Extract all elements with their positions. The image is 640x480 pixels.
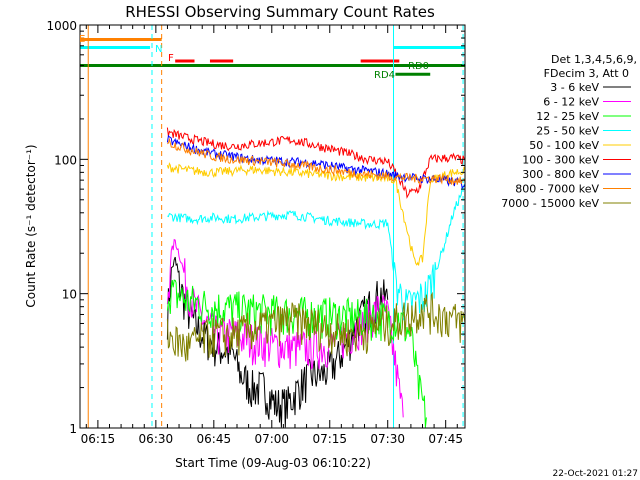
y-tick-label: 1000 — [46, 19, 77, 33]
y-tick-label: 10 — [62, 288, 77, 302]
y-tick-label: 1 — [69, 422, 77, 436]
x-tick-label: 06:45 — [197, 432, 232, 446]
legend-entry-label: 100 - 300 keV — [522, 154, 599, 167]
legend-entry-label: 7000 - 15000 keV — [501, 197, 599, 210]
chart-title: RHESSI Observing Summary Count Rates — [125, 3, 435, 21]
series-line-6 — [166, 127, 466, 199]
legend-entry-label: 300 - 800 keV — [522, 168, 599, 181]
x-tick-label: 07:00 — [254, 432, 289, 446]
legend-entry-label: 6 - 12 keV — [543, 96, 599, 109]
legend-entry-label: 50 - 100 keV — [529, 139, 599, 152]
series-lines — [166, 127, 466, 428]
x-tick-label: 06:15 — [81, 432, 116, 446]
legend: Det 1,3,4,5,6,9, FDecim 3, Att 0 3 - 6 k… — [501, 53, 637, 210]
x-tick-label: 07:45 — [428, 432, 463, 446]
legend-header-line-1: Det 1,3,4,5,6,9, — [551, 53, 637, 66]
footer-date: 22-Oct-2021 01:27 — [553, 469, 638, 479]
series-line-9 — [166, 291, 466, 362]
rd4-flag-label: RD4 — [374, 70, 395, 81]
x-axis-label: Start Time (09-Aug-03 06:10:22) — [175, 456, 371, 470]
instrument-flags — [80, 37, 465, 76]
event-markers — [87, 25, 464, 428]
series-line-8 — [167, 137, 466, 186]
x-tick-label: 07:30 — [370, 432, 405, 446]
legend-entry-label: 25 - 50 keV — [536, 125, 599, 138]
y-axis-label: Count Rate (s⁻¹ detector⁻¹) — [24, 144, 38, 307]
legend-entry-label: 3 - 6 keV — [550, 81, 599, 94]
rd0-flag-label: RD0 — [408, 61, 429, 72]
axes: 06:15 06:30 06:45 07:00 07:15 07:30 07:45 1 10 10… — [46, 19, 465, 446]
x-tick-label: 06:30 — [139, 432, 174, 446]
legend-entry-label: 12 - 25 keV — [536, 110, 599, 123]
series-line-4 — [167, 184, 466, 322]
y-tick-label: 100 — [54, 153, 77, 167]
flare-flag-label: F — [168, 53, 174, 64]
plot-frame — [79, 24, 466, 429]
legend-entry-label: 800 - 7000 keV — [515, 183, 599, 196]
saa-flag-label: N — [155, 44, 162, 55]
x-tick-label: 07:15 — [312, 432, 347, 446]
eclipse-flag-label: E — [79, 34, 85, 45]
legend-header-line-2: FDecim 3, Att 0 — [544, 67, 629, 80]
series-line-5 — [166, 162, 466, 266]
